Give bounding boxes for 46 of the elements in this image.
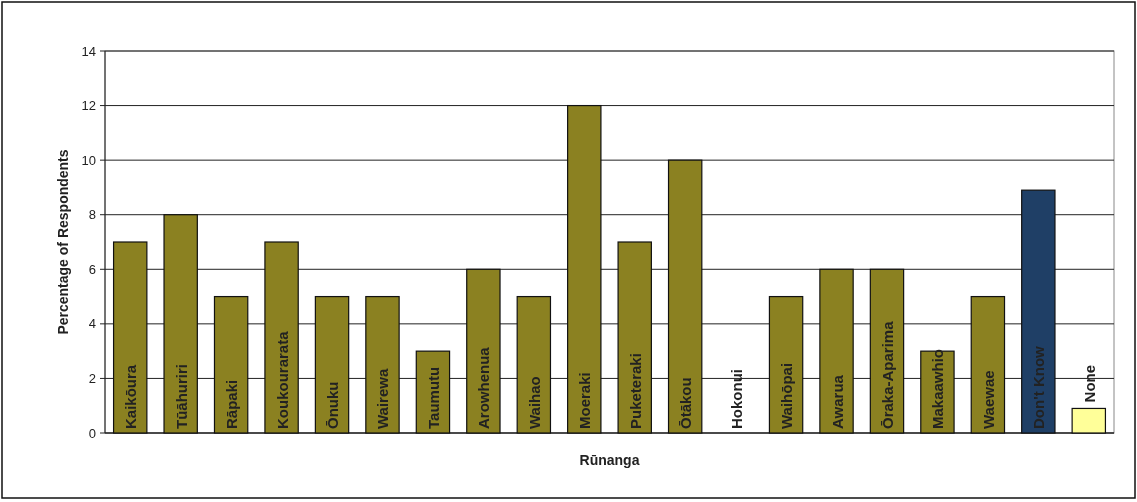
y-axis-title: Percentage of Respondents bbox=[55, 149, 71, 335]
x-tick-label: Wairewa bbox=[374, 368, 392, 429]
y-tick-label: 0 bbox=[88, 425, 96, 441]
x-tick-label: Arowhenua bbox=[475, 346, 493, 429]
bar bbox=[768, 295, 804, 434]
bar bbox=[112, 241, 148, 434]
x-tick-label: Rāpaki bbox=[223, 379, 241, 429]
bar bbox=[819, 268, 854, 434]
y-tick-label: 14 bbox=[81, 43, 96, 59]
y-tick-label: 6 bbox=[88, 261, 96, 277]
x-tick-label: Waihōpai bbox=[778, 362, 796, 429]
bar bbox=[970, 295, 1006, 434]
x-tick-label: Waihao bbox=[525, 376, 543, 429]
x-axis-title: Rūnanga bbox=[579, 452, 640, 468]
y-tick-label: 4 bbox=[88, 316, 96, 332]
x-tick-label: Tūāhuriri bbox=[172, 363, 190, 429]
bar bbox=[314, 295, 350, 434]
x-tick-label: Waewae bbox=[979, 370, 997, 429]
x-tick-label: Taumutu bbox=[424, 366, 442, 429]
bar bbox=[667, 159, 703, 434]
y-tick-label: 2 bbox=[88, 370, 96, 386]
bar bbox=[516, 295, 552, 434]
x-tick-label: Makaawhio bbox=[929, 348, 947, 429]
bar bbox=[617, 241, 652, 434]
x-tick-label: Kaikōura bbox=[122, 364, 140, 429]
y-tick-label: 10 bbox=[81, 152, 96, 168]
x-tick-label: Moeraki bbox=[576, 372, 594, 429]
x-tick-label: Hokonui bbox=[727, 369, 745, 429]
bar bbox=[1021, 189, 1056, 434]
y-tick-label: 8 bbox=[88, 207, 96, 223]
bar bbox=[567, 104, 602, 434]
bar bbox=[1071, 407, 1107, 434]
x-tick-label: Ōtākou bbox=[677, 377, 695, 429]
y-tick-label: 12 bbox=[81, 98, 96, 114]
x-tick-label: Don't Know bbox=[1030, 345, 1048, 429]
x-tick-label: Koukourarata bbox=[273, 330, 291, 429]
x-tick-label: Ōraka-Aparima bbox=[878, 320, 896, 429]
bar bbox=[365, 295, 400, 434]
bar bbox=[466, 268, 501, 434]
bar bbox=[163, 214, 198, 434]
x-tick-label: Puketeraki bbox=[626, 353, 644, 429]
x-tick-label: Awarua bbox=[828, 374, 846, 429]
bar bbox=[264, 241, 299, 434]
bar bbox=[213, 295, 249, 434]
x-tick-label: Ōnuku bbox=[324, 381, 342, 429]
x-tick-label: None bbox=[1080, 364, 1098, 403]
